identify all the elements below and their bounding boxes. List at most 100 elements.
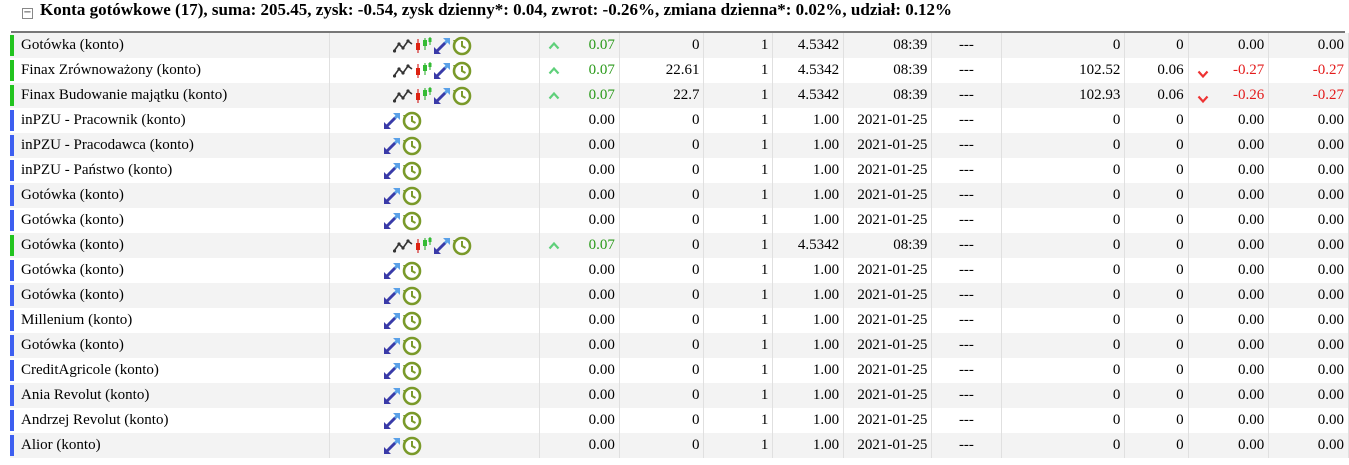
- history-icon[interactable]: [402, 186, 423, 206]
- history-icon[interactable]: [402, 136, 423, 156]
- daily-change-cell: 0.00: [539, 158, 620, 183]
- history-icon[interactable]: [402, 111, 423, 131]
- transfer-icon[interactable]: [383, 387, 402, 405]
- account-name-cell[interactable]: CreditAgricole (konto): [10, 358, 331, 383]
- value-cell: 0: [1001, 408, 1126, 433]
- history-icon[interactable]: [402, 411, 423, 431]
- update-time-cell: 08:39: [843, 83, 933, 108]
- transfer-icon[interactable]: [383, 212, 402, 230]
- empty-cell: ---: [931, 83, 1002, 108]
- account-name-cell[interactable]: inPZU - Pracodawca (konto): [10, 133, 331, 158]
- history-icon[interactable]: [402, 436, 423, 456]
- transfer-icon[interactable]: [433, 62, 452, 80]
- account-name-cell[interactable]: Finax Zrównoważony (konto): [10, 58, 331, 83]
- transfer-icon[interactable]: [433, 37, 452, 55]
- history-icon[interactable]: [452, 236, 473, 256]
- update-time-cell: 08:39: [843, 33, 933, 58]
- account-name-cell[interactable]: Alior (konto): [10, 433, 331, 458]
- table-row[interactable]: inPZU - Pracodawca (konto) 0.00 0 1 1.00 2021…: [10, 133, 1349, 158]
- transfer-icon[interactable]: [383, 112, 402, 130]
- daily-change-value: 0.00: [588, 287, 615, 303]
- table-row[interactable]: Finax Zrównoważony (konto) 0.07 22.61 1 4.53…: [10, 58, 1349, 83]
- table-row[interactable]: inPZU - Pracownik (konto) 0.00 0 1 1.00 2021-…: [10, 108, 1349, 133]
- account-name-cell[interactable]: Ania Revolut (konto): [10, 383, 331, 408]
- table-row[interactable]: Finax Budowanie majątku (konto) 0.07 22.7 1…: [10, 83, 1349, 108]
- history-icon[interactable]: [402, 211, 423, 231]
- trend-up-icon: [548, 38, 560, 55]
- candlestick-chart-icon[interactable]: [414, 36, 433, 55]
- account-name-cell[interactable]: Gotówka (konto): [10, 333, 331, 358]
- empty-cell: ---: [931, 183, 1002, 208]
- history-icon[interactable]: [452, 36, 473, 56]
- transfer-icon[interactable]: [383, 337, 402, 355]
- daily-change-cell: 0.07: [539, 58, 620, 83]
- return-value: 0.00: [1238, 37, 1265, 53]
- transfer-icon[interactable]: [383, 287, 402, 305]
- account-name-cell[interactable]: Finax Budowanie majątku (konto): [10, 83, 331, 108]
- table-row[interactable]: Gotówka (konto) 0.00 0 1 1.00 2021-01-25 --- 0 0…: [10, 258, 1349, 283]
- table-row[interactable]: Gotówka (konto) 0.07 0 1 4.5342 08:39 --- 0 0 0.0…: [10, 233, 1349, 258]
- transfer-icon[interactable]: [383, 187, 402, 205]
- account-name-cell[interactable]: Gotówka (konto): [10, 258, 331, 283]
- line-chart-icon[interactable]: [392, 37, 414, 54]
- actions-cell: [329, 183, 540, 208]
- transfer-icon[interactable]: [433, 237, 452, 255]
- table-row[interactable]: inPZU - Państwo (konto) 0.00 0 1 1.00 2021-01…: [10, 158, 1349, 183]
- collapse-toggle[interactable]: −: [22, 7, 33, 19]
- account-name-cell[interactable]: Gotówka (konto): [10, 233, 331, 258]
- account-name-cell[interactable]: Gotówka (konto): [10, 183, 331, 208]
- history-icon[interactable]: [402, 336, 423, 356]
- candlestick-chart-icon[interactable]: [414, 61, 433, 80]
- transfer-icon[interactable]: [383, 137, 402, 155]
- profit-cell: 0: [1124, 183, 1189, 208]
- table-row[interactable]: Gotówka (konto) 0.00 0 1 1.00 2021-01-25 --- 0 0…: [10, 208, 1349, 233]
- daily-change-cell: 0.00: [539, 383, 620, 408]
- multiplier-cell: 1: [703, 183, 774, 208]
- transfer-icon[interactable]: [383, 162, 402, 180]
- transfer-icon[interactable]: [383, 362, 402, 380]
- history-icon[interactable]: [402, 386, 423, 406]
- candlestick-chart-icon[interactable]: [414, 86, 433, 105]
- account-name-cell[interactable]: Gotówka (konto): [10, 33, 331, 58]
- line-chart-icon[interactable]: [392, 62, 414, 79]
- table-row[interactable]: Gotówka (konto) 0.00 0 1 1.00 2021-01-25 --- 0 0…: [10, 283, 1349, 308]
- value-cell: 0: [1001, 233, 1126, 258]
- return-cell: 0.00: [1188, 208, 1270, 233]
- table-row[interactable]: Gotówka (konto) 0.07 0 1 4.5342 08:39 --- 0 0 0.0…: [10, 33, 1349, 58]
- transfer-icon[interactable]: [383, 262, 402, 280]
- account-name-cell[interactable]: inPZU - Państwo (konto): [10, 158, 331, 183]
- value-cell: 0: [1001, 308, 1126, 333]
- line-chart-icon[interactable]: [392, 87, 414, 104]
- table-row[interactable]: Millenium (konto) 0.00 0 1 1.00 2021-01-25 ---…: [10, 308, 1349, 333]
- history-icon[interactable]: [402, 361, 423, 381]
- account-name-cell[interactable]: Millenium (konto): [10, 308, 331, 333]
- account-name-cell[interactable]: Andrzej Revolut (konto): [10, 408, 331, 433]
- transfer-icon[interactable]: [383, 312, 402, 330]
- history-icon[interactable]: [402, 286, 423, 306]
- line-chart-icon[interactable]: [392, 237, 414, 254]
- multiplier-cell: 1: [703, 408, 774, 433]
- table-row[interactable]: Alior (konto) 0.00 0 1 1.00 2021-01-25 --- 0 0 0.…: [10, 433, 1349, 458]
- table-row[interactable]: Gotówka (konto) 0.00 0 1 1.00 2021-01-25 --- 0 0…: [10, 333, 1349, 358]
- price-cell: 1.00: [772, 333, 845, 358]
- account-name: Gotówka (konto): [21, 337, 124, 353]
- transfer-icon[interactable]: [383, 437, 402, 455]
- table-row[interactable]: Gotówka (konto) 0.00 0 1 1.00 2021-01-25 --- 0 0…: [10, 183, 1349, 208]
- history-icon[interactable]: [402, 261, 423, 281]
- table-row[interactable]: CreditAgricole (konto) 0.00 0 1 1.00 2021-01-…: [10, 358, 1349, 383]
- account-name-cell[interactable]: Gotówka (konto): [10, 208, 331, 233]
- update-time-cell: 2021-01-25: [843, 208, 933, 233]
- history-icon[interactable]: [402, 161, 423, 181]
- table-row[interactable]: Ania Revolut (konto) 0.00 0 1 1.00 2021-01-25…: [10, 383, 1349, 408]
- account-name-cell[interactable]: Gotówka (konto): [10, 283, 331, 308]
- account-name-cell[interactable]: inPZU - Pracownik (konto): [10, 108, 331, 133]
- transfer-icon[interactable]: [433, 87, 452, 105]
- history-icon[interactable]: [452, 61, 473, 81]
- empty-cell: ---: [931, 383, 1002, 408]
- update-time-cell: 2021-01-25: [843, 433, 933, 458]
- history-icon[interactable]: [402, 311, 423, 331]
- candlestick-chart-icon[interactable]: [414, 236, 433, 255]
- transfer-icon[interactable]: [383, 412, 402, 430]
- table-row[interactable]: Andrzej Revolut (konto) 0.00 0 1 1.00 2021-01…: [10, 408, 1349, 433]
- history-icon[interactable]: [452, 86, 473, 106]
